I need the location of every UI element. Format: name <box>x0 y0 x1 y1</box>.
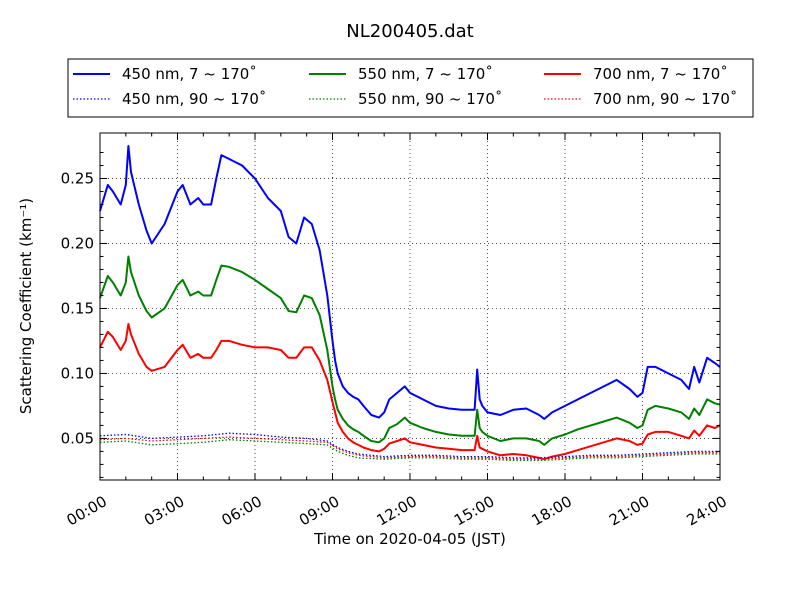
x-axis-label: Time on 2020-04-05 (JST) <box>313 530 506 548</box>
legend-label: 450 nm, 7 ~ 170˚ <box>122 65 257 83</box>
plot-area <box>99 145 721 462</box>
series-line-3 <box>99 432 720 459</box>
y-axis-label: Scattering Coefficient (km⁻¹) <box>17 198 35 414</box>
y-tick-label: 0.25 <box>61 169 94 187</box>
y-tick-label: 0.20 <box>61 234 94 252</box>
y-tick-label: 0.10 <box>61 364 94 382</box>
y-tick-label: 0.15 <box>61 299 94 317</box>
legend-label: 550 nm, 90 ~ 170˚ <box>358 90 502 108</box>
series-line-2 <box>99 323 721 461</box>
y-tick-label: 0.05 <box>61 429 94 447</box>
series-line-5 <box>99 436 720 460</box>
legend-label: 700 nm, 90 ~ 170˚ <box>593 90 737 108</box>
legend-box <box>67 58 754 118</box>
series-line-1 <box>99 255 721 446</box>
series-line-0 <box>99 145 721 420</box>
chart-title: NL200405.dat <box>346 21 473 42</box>
legend: 450 nm, 7 ~ 170˚ 550 nm, 7 ~ 170˚ 700 nm, … <box>67 58 754 118</box>
legend-label: 700 nm, 7 ~ 170˚ <box>593 65 728 83</box>
legend-label: 550 nm, 7 ~ 170˚ <box>358 65 493 83</box>
series-line-4 <box>99 439 720 462</box>
legend-label: 450 nm, 90 ~ 170˚ <box>122 90 266 108</box>
